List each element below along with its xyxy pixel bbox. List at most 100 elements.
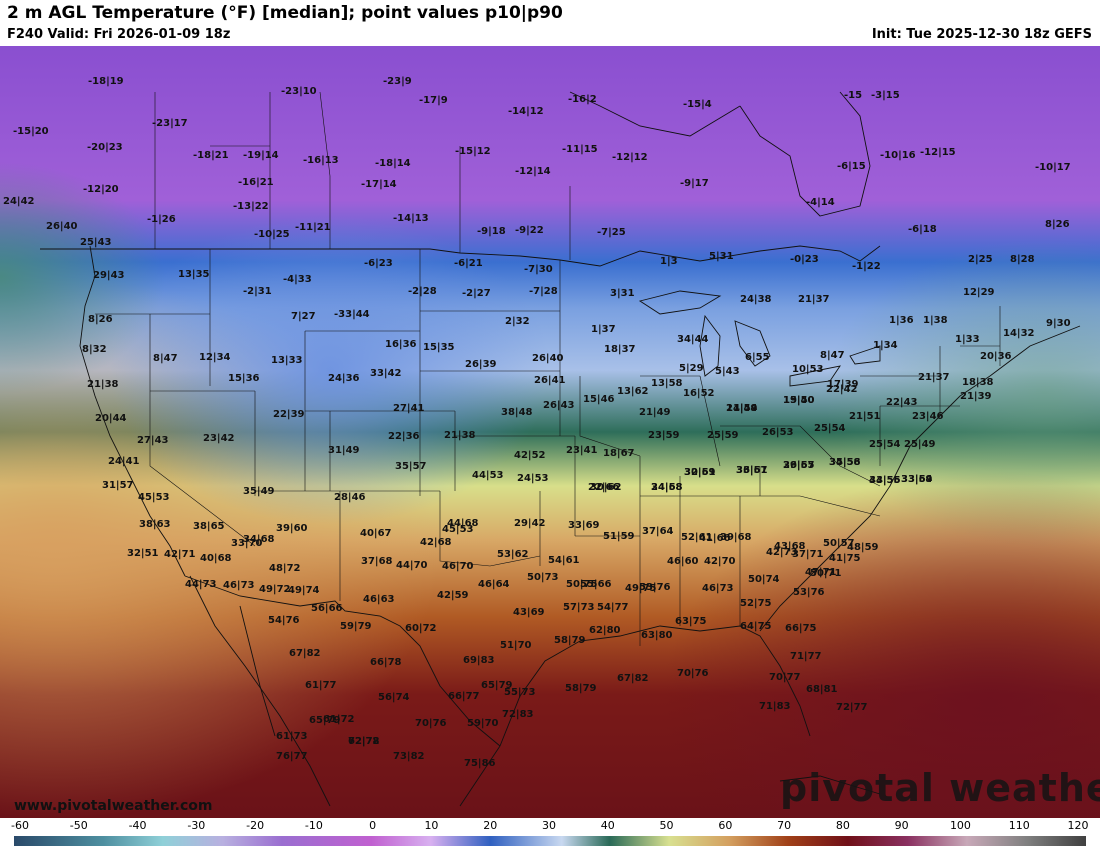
point-value-label: -12|20: [83, 184, 119, 195]
point-value-label: 75|86: [464, 758, 496, 769]
point-value-label: 51|59: [603, 531, 635, 542]
point-value-label: 13|35: [178, 269, 210, 280]
point-value-label: 30|62: [590, 482, 622, 493]
point-value-label: 6|55: [745, 352, 770, 363]
temperature-field-atlantic: [0, 46, 1100, 818]
point-value-label: 69|83: [463, 655, 495, 666]
point-value-label: -2|31: [243, 286, 272, 297]
point-value-label: 43|69: [513, 607, 545, 618]
point-value-label: -6|23: [364, 258, 393, 269]
colorbar: -60 -50 -40 -30 -20 -10 0 10 20 30 40 50 60 70 80 90 100…: [0, 818, 1100, 850]
point-value-label: -15|20: [13, 126, 49, 137]
point-value-label: 50|57: [823, 538, 855, 549]
point-value-label: 12|29: [963, 287, 995, 298]
point-value-label: 21|39: [960, 391, 992, 402]
point-value-label: -4|33: [283, 274, 312, 285]
point-value-label: 35|58: [829, 457, 861, 468]
point-value-label: 24|42: [3, 196, 35, 207]
point-value-label: 68|81: [806, 684, 838, 695]
temperature-map[interactable]: -18|19 -23|9 -23|10 -15|20 -20|23 -23|17 -12|2…: [0, 46, 1100, 818]
point-value-label: 29|43: [93, 270, 125, 281]
point-value-label: 65|79: [481, 680, 513, 691]
colorbar-tick-label: 0: [369, 819, 377, 832]
point-value-label: 66|75: [785, 623, 817, 634]
point-value-label: 18|37: [604, 344, 636, 355]
colorbar-tick-label: 30: [542, 819, 556, 832]
point-value-label: 47|71: [805, 567, 837, 578]
point-value-label: -7|30: [524, 264, 553, 275]
point-value-label: 22|43: [886, 397, 918, 408]
point-value-label: -12|15: [920, 147, 956, 158]
point-value-label: -16|13: [303, 155, 339, 166]
point-value-label: 20|36: [980, 351, 1012, 362]
colorbar-tick-label: -30: [187, 819, 206, 832]
point-value-label: 8|26: [88, 314, 113, 325]
point-value-label: 27|41: [393, 403, 425, 414]
point-value-label: 33|55: [869, 475, 901, 486]
point-value-label: 36|65: [783, 460, 815, 471]
point-value-label: 37|68: [361, 556, 393, 567]
point-value-label: 15|36: [228, 373, 260, 384]
point-value-label: 52|75: [740, 598, 772, 609]
point-value-label: 50|73: [527, 572, 559, 583]
point-value-label: 51|70: [500, 640, 532, 651]
point-value-label: -6|15: [837, 161, 866, 172]
point-value-label: -15|12: [455, 146, 491, 157]
point-value-label: -10|25: [254, 229, 290, 240]
point-value-label: 50|74: [748, 574, 780, 585]
point-value-label: -13|22: [233, 201, 269, 212]
point-value-label: 39|68: [720, 532, 752, 543]
point-value-label: -33|44: [334, 309, 370, 320]
point-value-label: 50|75: [566, 579, 598, 590]
point-value-label: 35|49: [243, 486, 275, 497]
point-value-label: 23|59: [648, 430, 680, 441]
point-value-label: 34|68: [243, 534, 275, 545]
point-value-label: 38|48: [501, 407, 533, 418]
point-value-label: 46|70: [442, 561, 474, 572]
point-value-label: -3|15: [871, 90, 900, 101]
point-value-label: 37|64: [642, 526, 674, 537]
point-value-label: 22|36: [388, 431, 420, 442]
point-value-label: -19|14: [243, 150, 279, 161]
point-value-label: 21|37: [798, 294, 830, 305]
point-value-label: 61|77: [305, 680, 337, 691]
point-value-label: -20|23: [87, 142, 123, 153]
point-value-label: 21|38: [87, 379, 119, 390]
point-value-label: 58|79: [565, 683, 597, 694]
point-value-label: 17|39: [827, 379, 859, 390]
point-value-label: 46|64: [478, 579, 510, 590]
point-value-label: 13|33: [271, 355, 303, 366]
colorbar-tick-label: 70: [777, 819, 792, 832]
point-value-label: 33|61: [736, 465, 768, 476]
point-value-label: 8|28: [1010, 254, 1035, 265]
point-value-label: 38|63: [139, 519, 171, 530]
point-value-label: 13|62: [617, 386, 649, 397]
point-value-label: 21|37: [918, 372, 950, 383]
point-value-label: 30|59: [684, 467, 716, 478]
point-value-label: 24|53: [517, 473, 549, 484]
point-value-label: 14|44: [726, 403, 758, 414]
point-value-label: 42|70: [704, 556, 736, 567]
point-value-label: 43|68: [774, 541, 806, 552]
point-value-label: 2|32: [505, 316, 530, 327]
point-value-label: 67|82: [289, 648, 321, 659]
point-value-label: 66|77: [448, 691, 480, 702]
point-value-label: -1|26: [147, 214, 176, 225]
point-value-label: 45|53: [442, 524, 474, 535]
point-value-label: -11|15: [562, 144, 598, 155]
point-value-label: -14|12: [508, 106, 544, 117]
point-value-label: 58|79: [554, 635, 586, 646]
pivotal-weather-logo: pivotal weather: [780, 766, 1100, 810]
point-value-label: 33|54: [901, 474, 933, 485]
point-value-label: 24|68: [651, 482, 683, 493]
point-value-label: 18|67: [603, 448, 635, 459]
point-value-label: 1|3: [660, 256, 678, 267]
point-value-label: 21|38: [444, 430, 476, 441]
point-value-label: 7|27: [291, 311, 316, 322]
point-value-label: 26|43: [543, 400, 575, 411]
point-value-label: 24|38: [740, 294, 772, 305]
site-url[interactable]: www.pivotalweather.com: [14, 798, 213, 814]
point-value-label: -7|28: [529, 286, 558, 297]
point-value-label: 49|75: [625, 583, 657, 594]
point-value-label: 49|74: [288, 585, 320, 596]
